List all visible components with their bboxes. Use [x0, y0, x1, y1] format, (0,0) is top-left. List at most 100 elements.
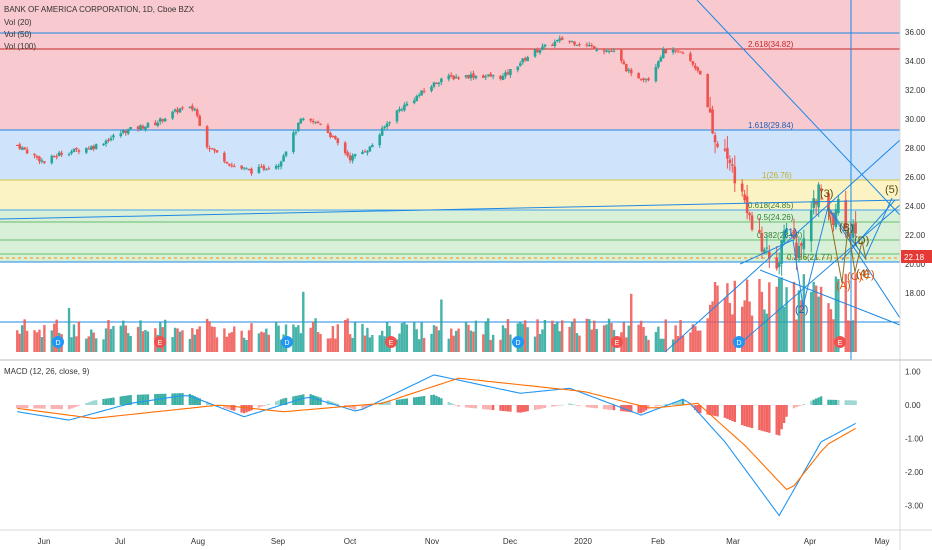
macd-histogram-bar [543, 405, 547, 409]
volume-bar [676, 336, 680, 352]
macd-histogram-bar [647, 405, 650, 410]
macd-histogram-bar [92, 400, 95, 405]
candle-body [213, 149, 216, 151]
volume-bar [657, 326, 660, 352]
macd-histogram-bar [141, 394, 145, 405]
volume-bar [689, 332, 692, 352]
macd-histogram-bar [16, 405, 19, 409]
price-tick-label: 24.00 [905, 202, 926, 211]
volume-bars [16, 273, 857, 352]
volume-bar [361, 323, 364, 352]
candle-body [644, 79, 648, 81]
volume-bar [274, 321, 278, 352]
volume-bar [765, 313, 769, 352]
volume-bar [536, 319, 539, 352]
macd-histogram-bar [679, 400, 682, 405]
volume-bar [242, 337, 246, 352]
candle-body [809, 210, 813, 242]
candle-body [474, 75, 478, 79]
earnings-marker[interactable]: E [611, 336, 623, 348]
macd-histogram-bar [536, 405, 539, 410]
candle-body [292, 132, 295, 152]
volume-bar [748, 301, 751, 352]
macd-histogram-bar [388, 400, 391, 405]
macd-histogram-bar [452, 404, 455, 405]
volume-bar [294, 327, 298, 352]
trendlines [0, 0, 901, 360]
volume-bar [810, 291, 813, 352]
candle-body [75, 147, 78, 150]
macd-histogram-bar [551, 405, 554, 407]
candle-body [745, 196, 749, 214]
macd-histogram-bar [519, 405, 522, 413]
macd-histogram-bar [758, 405, 761, 431]
volume-bar [70, 337, 73, 352]
candle-body [173, 109, 177, 112]
macd-histogram-bar [829, 399, 833, 405]
candle-body [228, 163, 231, 166]
volume-bar [353, 322, 357, 352]
earnings-marker[interactable]: E [385, 336, 397, 348]
macd-histogram-bar [681, 399, 685, 405]
candle-body [578, 44, 581, 46]
macd-histogram-bar [127, 395, 130, 405]
earnings-marker[interactable]: E [154, 336, 166, 348]
volume-bar [538, 333, 542, 352]
dividend-marker[interactable]: D [733, 336, 745, 348]
candle-body [417, 94, 421, 96]
candle-body [457, 77, 460, 79]
volume-bar [205, 318, 209, 352]
volume-bar [136, 326, 140, 352]
macd-tick-label: -1.00 [905, 435, 924, 444]
macd-histogram-bar [810, 400, 813, 405]
candle-body [400, 109, 404, 111]
price-axis[interactable]: 36.00 34.00 32.00 30.00 28.00 26.00 24.00 22.00… [899, 0, 932, 550]
candles [15, 35, 857, 276]
wave-label-4: (4) [856, 268, 869, 280]
volume-bar [797, 290, 801, 352]
candle-body [797, 246, 801, 259]
macd-histogram-bar [245, 405, 248, 413]
dividend-marker[interactable]: D [512, 336, 524, 348]
macd-histogram-bar [75, 405, 78, 407]
candle-body [171, 111, 174, 119]
volume-bar [832, 319, 835, 352]
candle-body [610, 50, 613, 52]
macd-histogram-bar [309, 394, 312, 405]
candle-body [708, 108, 712, 113]
dividend-marker[interactable]: D [281, 336, 293, 348]
volume-bar [817, 296, 820, 352]
volume-bar [607, 318, 611, 352]
earnings-marker[interactable]: E [834, 336, 846, 348]
candle-body [102, 143, 105, 146]
macd-histogram-bar [728, 405, 732, 420]
candle-body [553, 41, 557, 46]
volume-bar [435, 326, 438, 352]
elliott-waves [739, 197, 893, 307]
macd-histogram-bar [331, 401, 335, 405]
candle-body [343, 142, 347, 154]
volume-bar [260, 331, 263, 352]
macd-histogram-bar [193, 396, 196, 405]
volume-bar [484, 321, 487, 352]
volume-bar [802, 274, 806, 352]
candle-body [585, 44, 589, 46]
volume-bar [405, 324, 409, 352]
macd-histogram-bar [526, 405, 529, 412]
macd-histogram-bar [440, 398, 443, 405]
dividend-marker[interactable]: D [52, 336, 64, 348]
candle-body [121, 130, 125, 133]
candle-body [405, 103, 409, 106]
volume-bar [127, 333, 130, 352]
indicator-vol100: Vol (100) [4, 42, 36, 51]
macd-histogram-bar [311, 395, 315, 405]
candle-body [314, 121, 317, 123]
candle-body [486, 74, 490, 76]
volume-bar [336, 324, 340, 352]
time-axis[interactable]: Jun Jul Aug Sep Oct Nov Dec 2020 Feb Mar Apr May [0, 529, 932, 546]
macd-pane[interactable]: MACD (12, 26, close, 9) 1.00 0.00 -1.00 -2.… [0, 359, 932, 517]
macd-histogram-bar [257, 405, 261, 408]
candle-body [605, 50, 608, 52]
